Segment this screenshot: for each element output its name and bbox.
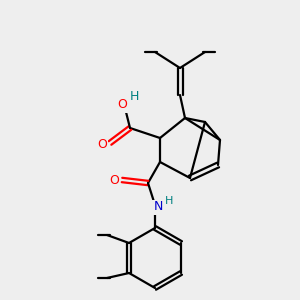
Text: O: O: [97, 137, 107, 151]
Text: N: N: [153, 200, 163, 214]
Text: O: O: [109, 175, 119, 188]
Text: H: H: [165, 196, 173, 206]
Text: O: O: [117, 98, 127, 112]
Text: H: H: [129, 89, 139, 103]
